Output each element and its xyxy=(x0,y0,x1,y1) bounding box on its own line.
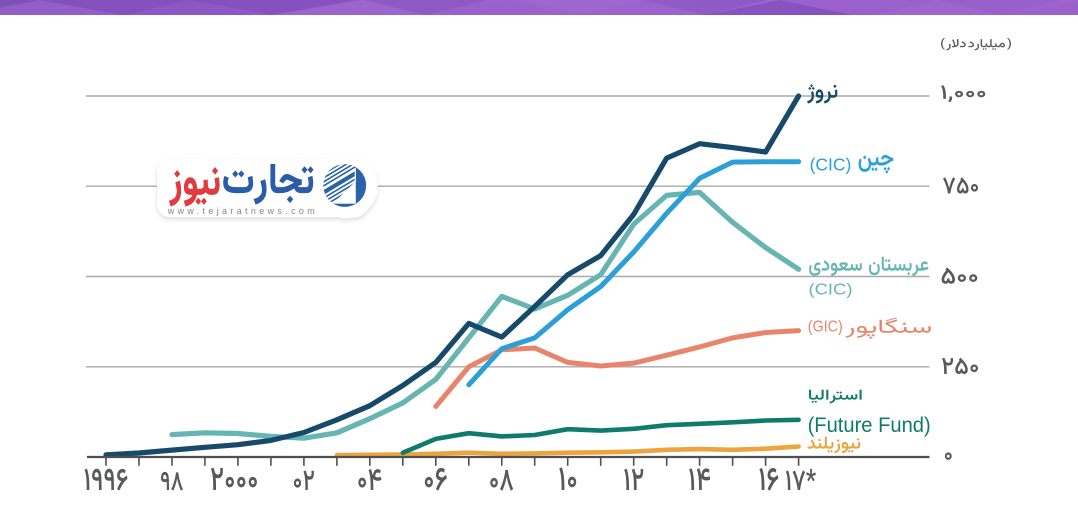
svg-text:(GIC): (GIC) xyxy=(808,319,843,336)
svg-text:(CIC): (CIC) xyxy=(810,154,852,174)
svg-text:www.tejaratnews.com: www.tejaratnews.com xyxy=(167,206,315,216)
svg-text:(Future Fund): (Future Fund) xyxy=(808,414,931,437)
svg-text:(CIC): (CIC) xyxy=(809,282,853,299)
